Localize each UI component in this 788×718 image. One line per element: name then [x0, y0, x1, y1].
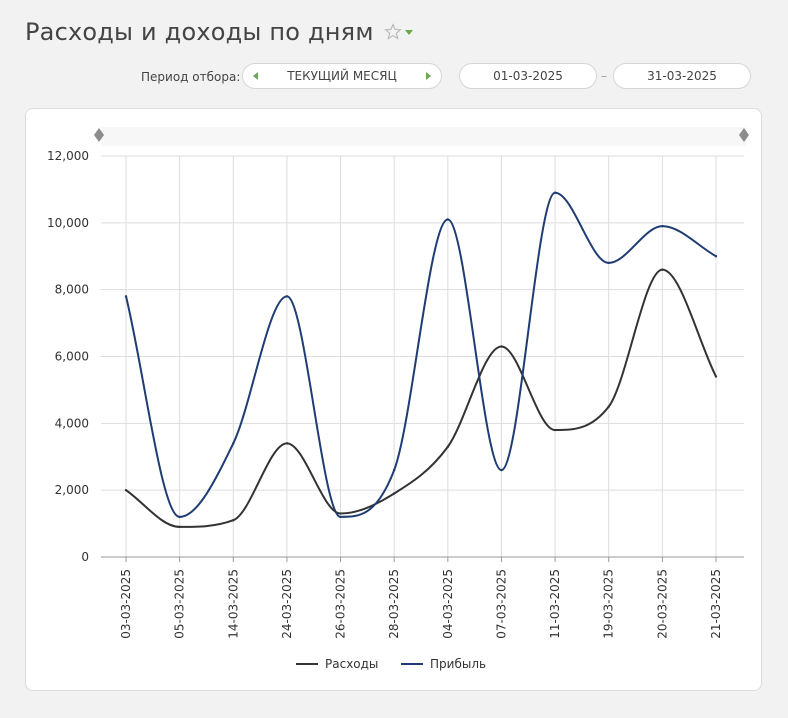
legend-item[interactable]: Прибыль	[401, 657, 486, 671]
star-icon[interactable]	[383, 23, 402, 41]
data-point[interactable]	[124, 295, 128, 298]
arrow-left-icon[interactable]	[253, 72, 258, 80]
data-point[interactable]	[392, 492, 396, 495]
arrow-right-icon[interactable]	[425, 72, 431, 80]
data-point[interactable]	[500, 468, 503, 472]
data-point[interactable]	[124, 488, 128, 492]
series-line-expenses[interactable]	[125, 268, 717, 528]
data-point[interactable]	[500, 345, 503, 348]
range-slider-track[interactable]	[101, 127, 746, 146]
period-select[interactable]: ТЕКУЩИЙ МЕСЯЦ	[242, 63, 442, 89]
series-line-profit[interactable]	[125, 191, 717, 518]
data-point[interactable]	[553, 428, 557, 432]
series-lines	[124, 191, 718, 529]
grid-lines	[101, 155, 744, 557]
data-point[interactable]	[553, 191, 557, 194]
legend-item[interactable]: Расходы	[296, 657, 378, 671]
legend-label: Прибыль	[430, 657, 486, 671]
y-tick-label: 0	[81, 550, 89, 564]
data-point[interactable]	[661, 268, 664, 271]
chart: 0 2,000 4,000 6,000 8,000 10,000 12,000 03-03-2…	[47, 127, 749, 671]
y-tick-label: 2,000	[55, 483, 89, 497]
x-tick-label: 19-03-2025	[602, 569, 616, 639]
data-point[interactable]	[714, 375, 718, 378]
x-tick-label: 24-03-2025	[280, 569, 294, 639]
x-tick-label: 28-03-2025	[387, 569, 401, 639]
x-tick-label: 07-03-2025	[494, 569, 508, 639]
x-tick-label: 05-03-2025	[173, 569, 187, 639]
x-tick-label: 26-03-2025	[334, 569, 348, 639]
period-filter: Период отбора: ТЕКУЩИЙ МЕСЯЦ 01-03-2025 …	[0, 63, 788, 91]
x-tick-label: 21-03-2025	[709, 569, 723, 639]
page-title: Расходы и доходы по дням	[25, 18, 374, 46]
data-point[interactable]	[607, 261, 610, 265]
data-point[interactable]	[446, 218, 450, 221]
range-slider-left-handle[interactable]	[94, 128, 104, 142]
data-point[interactable]	[607, 405, 610, 408]
date-to-input[interactable]: 31-03-2025	[613, 63, 751, 89]
period-label: Период отбора:	[141, 70, 241, 84]
chevron-down-icon[interactable]	[404, 29, 413, 35]
y-tick-label: 10,000	[47, 216, 89, 230]
date-to-value: 31-03-2025	[647, 69, 717, 83]
period-value: ТЕКУЩИЙ МЕСЯЦ	[287, 69, 397, 83]
y-tick-label: 12,000	[47, 149, 89, 163]
title-row: Расходы и доходы по дням	[25, 18, 413, 46]
chart-card: 0 2,000 4,000 6,000 8,000 10,000 12,000 03-03-2…	[25, 108, 762, 691]
data-point[interactable]	[392, 468, 396, 472]
data-point[interactable]	[178, 525, 181, 529]
data-point[interactable]	[285, 442, 289, 445]
x-tick-label: 11-03-2025	[548, 569, 562, 639]
x-tick-label: 14-03-2025	[226, 569, 240, 639]
data-point[interactable]	[339, 515, 342, 519]
x-tick-label: 03-03-2025	[119, 569, 133, 639]
x-tick-label: 04-03-2025	[441, 569, 455, 639]
y-tick-label: 4,000	[55, 416, 89, 430]
data-point[interactable]	[178, 515, 181, 519]
data-point[interactable]	[661, 224, 664, 228]
data-point[interactable]	[714, 255, 718, 258]
legend-label: Расходы	[325, 657, 378, 671]
y-tick-label: 6,000	[55, 350, 89, 364]
date-separator: –	[601, 69, 607, 83]
legend: Расходы Прибыль	[296, 657, 486, 671]
range-slider-right-handle[interactable]	[739, 128, 749, 142]
data-point[interactable]	[285, 295, 289, 298]
data-point[interactable]	[232, 519, 235, 522]
x-tick-label: 20-03-2025	[655, 569, 669, 639]
axes: 0 2,000 4,000 6,000 8,000 10,000 12,000 03-03-2…	[47, 149, 744, 639]
data-point[interactable]	[339, 512, 342, 515]
date-from-input[interactable]: 01-03-2025	[459, 63, 597, 89]
data-point[interactable]	[446, 445, 450, 448]
y-tick-label: 8,000	[55, 283, 89, 297]
date-from-value: 01-03-2025	[493, 69, 563, 83]
data-point[interactable]	[232, 442, 235, 445]
